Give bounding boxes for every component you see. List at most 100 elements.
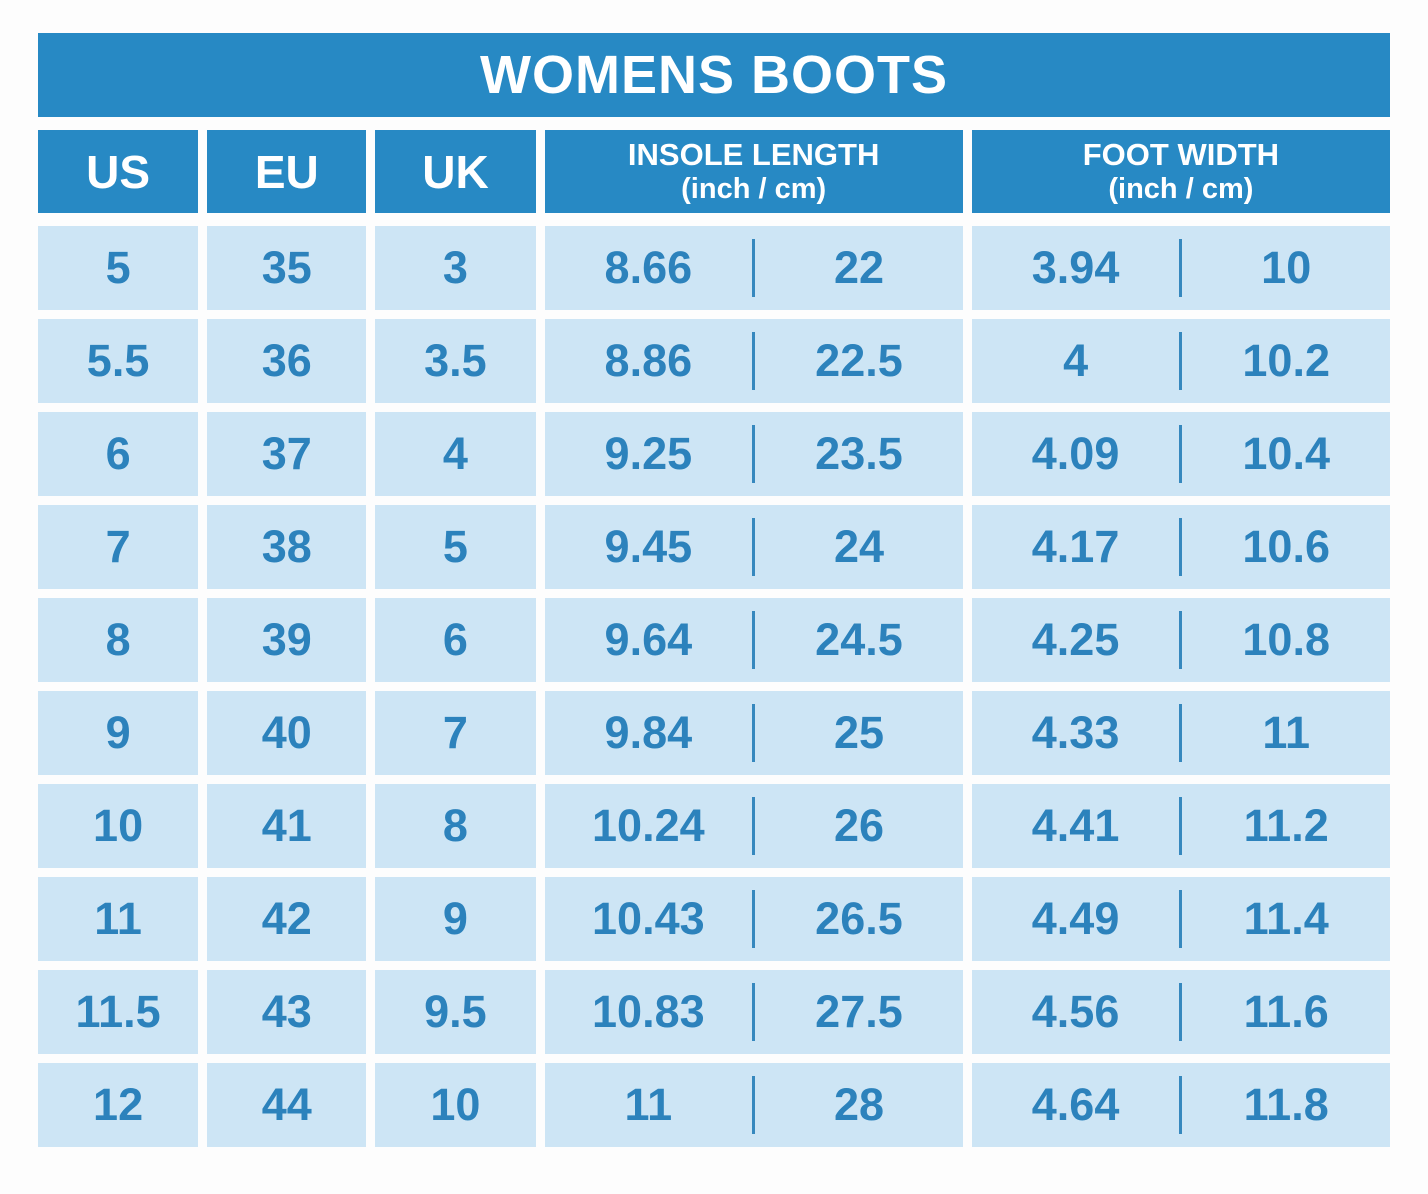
- insole-cm-half: 23.5: [755, 428, 963, 480]
- column-header-eu-label: EU: [254, 145, 319, 198]
- width-inch-value: 4.56: [1031, 986, 1120, 1037]
- cell-divider: [1179, 889, 1183, 949]
- uk-cell: 9.5: [375, 970, 536, 1054]
- foot-width-cell: 4 10.2: [971, 319, 1390, 403]
- cell-divider: [1179, 424, 1183, 484]
- width-cm-value: 11.4: [1243, 893, 1329, 944]
- insole-cm-half: 28: [755, 1079, 963, 1131]
- column-header-us-label: US: [86, 145, 151, 198]
- insole-inch-half: 10.83: [545, 986, 753, 1038]
- eu-cell: 41: [207, 784, 367, 868]
- width-cm-value: 10: [1261, 242, 1312, 293]
- insole-cm-half: 22: [755, 242, 963, 294]
- chart-title-bar: WOMENS BOOTS: [38, 33, 1390, 117]
- insole-inch-value: 8.86: [604, 335, 693, 386]
- eu-value: 44: [261, 1079, 312, 1130]
- insole-inch-value: 10.43: [592, 893, 705, 944]
- width-inch-half: 4.25: [972, 614, 1180, 666]
- insole-cm-half: 24.5: [755, 614, 963, 666]
- insole-inch-half: 9.45: [545, 521, 753, 573]
- table-row: 12 44 10 11 28 4.64 11.8: [38, 1063, 1390, 1147]
- width-inch-value: 4: [1063, 335, 1089, 386]
- width-inch-value: 4.09: [1031, 428, 1120, 479]
- uk-cell: 5: [375, 505, 536, 589]
- width-inch-value: 4.25: [1031, 614, 1120, 665]
- cell-divider: [752, 703, 756, 763]
- cell-divider: [1179, 610, 1183, 670]
- foot-width-cell: 4.41 11.2: [971, 784, 1390, 868]
- table-body: 5 35 3 8.66 22 3.94 10 5.5 36 3.5 8.86 22.5 4 10.2 6 37…: [38, 226, 1390, 1147]
- column-header-insole-length-units: (inch / cm): [681, 172, 827, 205]
- insole-inch-half: 9.25: [545, 428, 753, 480]
- insole-cm-value: 24: [833, 521, 884, 572]
- foot-width-cell: 4.25 10.8: [971, 598, 1390, 682]
- us-cell: 11.5: [38, 970, 199, 1054]
- insole-inch-value: 8.66: [604, 242, 693, 293]
- width-cm-value: 11.8: [1243, 1079, 1329, 1130]
- insole-cm-value: 28: [833, 1079, 884, 1130]
- width-inch-half: 4.56: [972, 986, 1180, 1038]
- size-chart-table: WOMENS BOOTS US EU UK INSOLE LENGTH (inc…: [38, 33, 1390, 1147]
- uk-value: 6: [442, 614, 468, 665]
- width-cm-half: 10.4: [1182, 428, 1390, 480]
- foot-width-cell: 4.64 11.8: [971, 1063, 1390, 1147]
- insole-length-cell: 9.64 24.5: [544, 598, 963, 682]
- insole-length-cell: 11 28: [544, 1063, 963, 1147]
- us-value: 8: [105, 614, 131, 665]
- column-header-insole-length-label: INSOLE LENGTH: [627, 137, 880, 172]
- width-inch-value: 4.64: [1031, 1079, 1120, 1130]
- width-cm-value: 10.4: [1242, 428, 1330, 479]
- width-cm-half: 11.4: [1182, 893, 1390, 945]
- uk-value: 3: [442, 242, 468, 293]
- eu-cell: 44: [207, 1063, 367, 1147]
- column-header-foot-width-units: (inch / cm): [1108, 172, 1254, 205]
- insole-cm-half: 25: [755, 707, 963, 759]
- width-cm-half: 10.6: [1182, 521, 1390, 573]
- insole-cm-half: 24: [755, 521, 963, 573]
- uk-cell: 8: [375, 784, 536, 868]
- width-cm-half: 11.6: [1182, 986, 1390, 1038]
- insole-length-cell: 8.86 22.5: [544, 319, 963, 403]
- column-header-uk-label: UK: [422, 145, 489, 198]
- cell-divider: [1179, 238, 1183, 298]
- uk-value: 8: [442, 800, 468, 851]
- eu-value: 41: [261, 800, 312, 851]
- uk-value: 9: [442, 893, 468, 944]
- uk-value: 9.5: [424, 986, 487, 1037]
- width-inch-value: 3.94: [1031, 242, 1120, 293]
- width-cm-half: 10.8: [1182, 614, 1390, 666]
- cell-divider: [752, 331, 756, 391]
- insole-cm-value: 27.5: [815, 986, 903, 1037]
- insole-cm-value: 22.5: [815, 335, 903, 386]
- us-value: 12: [93, 1079, 144, 1130]
- us-cell: 10: [38, 784, 199, 868]
- us-value: 11.5: [75, 986, 161, 1037]
- width-cm-half: 11.8: [1182, 1079, 1390, 1131]
- uk-cell: 4: [375, 412, 536, 496]
- table-row: 5 35 3 8.66 22 3.94 10: [38, 226, 1390, 310]
- foot-width-cell: 4.56 11.6: [971, 970, 1390, 1054]
- cell-divider: [752, 517, 756, 577]
- width-cm-value: 10.8: [1242, 614, 1330, 665]
- table-row: 5.5 36 3.5 8.86 22.5 4 10.2: [38, 319, 1390, 403]
- us-value: 9: [105, 707, 131, 758]
- uk-cell: 10: [375, 1063, 536, 1147]
- width-cm-value: 11.6: [1243, 986, 1329, 1037]
- insole-inch-half: 11: [545, 1079, 753, 1131]
- insole-cm-half: 27.5: [755, 986, 963, 1038]
- insole-cm-value: 22: [833, 242, 884, 293]
- us-cell: 6: [38, 412, 199, 496]
- insole-length-cell: 9.25 23.5: [544, 412, 963, 496]
- uk-value: 7: [442, 707, 468, 758]
- insole-inch-value: 9.25: [604, 428, 693, 479]
- column-header-uk: UK: [375, 130, 536, 213]
- column-header-foot-width: FOOT WIDTH (inch / cm): [971, 130, 1390, 213]
- eu-value: 37: [261, 428, 312, 479]
- foot-width-cell: 4.49 11.4: [971, 877, 1390, 961]
- cell-divider: [752, 238, 756, 298]
- eu-value: 42: [261, 893, 312, 944]
- eu-value: 39: [261, 614, 312, 665]
- width-cm-value: 10.2: [1242, 335, 1330, 386]
- us-value: 7: [105, 521, 131, 572]
- us-value: 5.5: [86, 335, 150, 386]
